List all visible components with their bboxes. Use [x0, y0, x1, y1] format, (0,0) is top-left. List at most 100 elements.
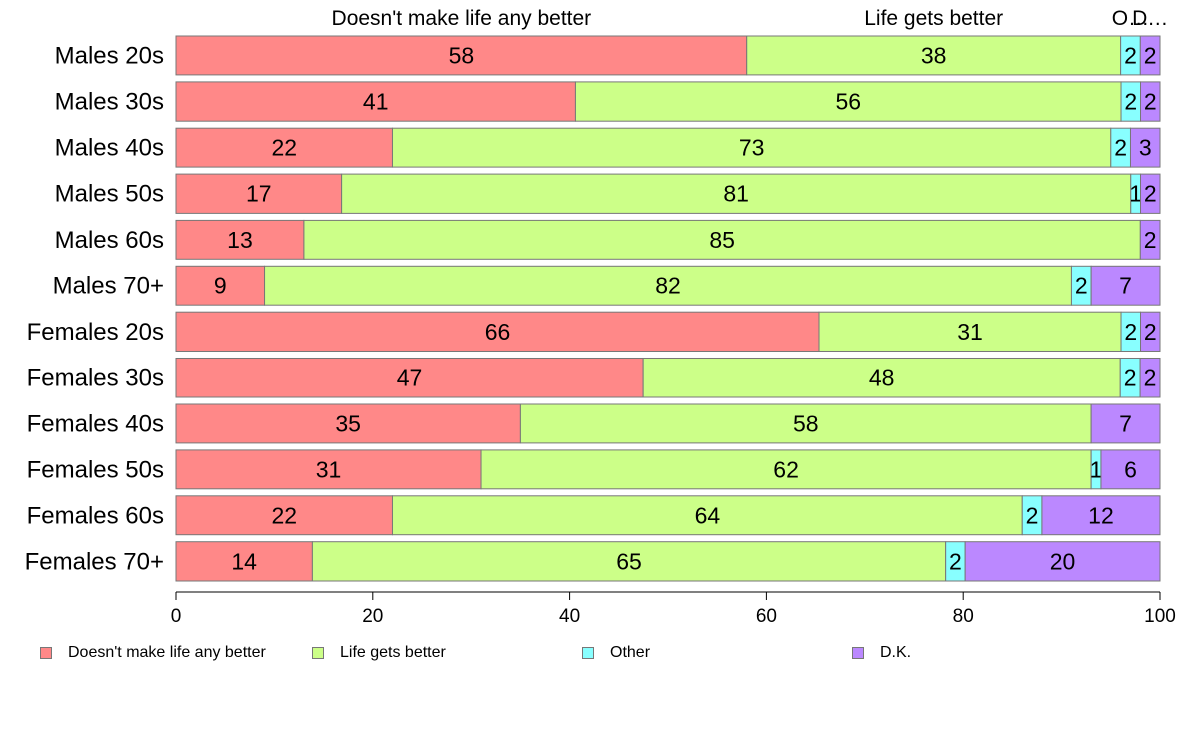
- data-label-males-50s-d-k: 2: [1144, 181, 1157, 207]
- row-label-females-70: Females 70+: [25, 548, 164, 575]
- x-tick-label-20: 20: [362, 606, 383, 627]
- data-label-males-30s-d-k: 2: [1144, 89, 1157, 115]
- legend-item-life-gets-better: Life gets better: [312, 644, 446, 662]
- bar-males-40s-doesn-t-make-life-any-better: [175, 127, 393, 168]
- data-label-males-40s-other: 2: [1114, 135, 1127, 161]
- data-label-females-20s-d-k: 2: [1144, 319, 1157, 345]
- data-label-females-30s-d-k: 2: [1144, 365, 1157, 391]
- bar-males-30s-d-k: [1140, 81, 1161, 122]
- data-label-males-20s-doesn-t-make-life-any-better: 58: [449, 42, 475, 68]
- row-label-females-60s: Females 60s: [27, 502, 164, 529]
- data-label-females-70-other: 2: [949, 548, 962, 574]
- data-label-females-50s-other: 1: [1090, 456, 1103, 482]
- bar-females-70-life-gets-better: [311, 541, 947, 582]
- data-label-males-30s-other: 2: [1124, 89, 1137, 115]
- data-label-males-20s-life-gets-better: 38: [921, 42, 947, 68]
- data-label-females-40s-doesn-t-make-life-any-better: 35: [335, 410, 361, 436]
- row-label-females-30s: Females 30s: [27, 365, 164, 392]
- data-label-females-50s-d-k: 6: [1124, 456, 1137, 482]
- bar-females-50s-d-k: [1100, 449, 1161, 490]
- bar-males-60s-life-gets-better: [303, 219, 1141, 260]
- legend-label-life-gets-better: Life gets better: [340, 644, 446, 661]
- legend-item-other: Other: [582, 644, 650, 662]
- legend-swatch-d-k: [852, 647, 864, 659]
- legend-swatch-life-gets-better: [312, 647, 324, 659]
- data-label-males-50s-doesn-t-make-life-any-better: 17: [246, 181, 272, 207]
- bar-males-60s-doesn-t-make-life-any-better: [175, 219, 305, 260]
- data-label-females-20s-life-gets-better: 31: [957, 319, 983, 345]
- row-label-females-20s: Females 20s: [27, 319, 164, 346]
- bar-females-30s-doesn-t-make-life-any-better: [175, 357, 644, 398]
- data-label-females-60s-d-k: 12: [1088, 502, 1114, 528]
- x-tick-label-0: 0: [171, 606, 182, 627]
- top-label-doesn-t-make-life-any-better: Doesn't make life any better: [332, 7, 592, 30]
- bar-males-30s-life-gets-better: [574, 81, 1122, 122]
- bar-females-40s-d-k: [1090, 403, 1161, 444]
- bar-females-20s-doesn-t-make-life-any-better: [175, 311, 820, 352]
- bar-males-70-life-gets-better: [264, 265, 1072, 306]
- x-tick-label-80: 80: [953, 606, 974, 627]
- data-label-males-70-d-k: 7: [1119, 273, 1132, 299]
- data-label-females-60s-doesn-t-make-life-any-better: 22: [271, 502, 297, 528]
- row-label-males-20s: Males 20s: [55, 42, 164, 69]
- bar-males-70-d-k: [1090, 265, 1161, 306]
- row-label-males-30s: Males 30s: [55, 89, 164, 116]
- legend-label-other: Other: [610, 644, 651, 661]
- bar-females-50s-life-gets-better: [480, 449, 1092, 490]
- data-label-males-20s-d-k: 2: [1144, 42, 1157, 68]
- data-label-females-40s-life-gets-better: 58: [793, 410, 819, 436]
- bar-males-70-doesn-t-make-life-any-better: [175, 265, 266, 306]
- row-label-males-60s: Males 60s: [55, 227, 164, 254]
- bar-females-60s-d-k: [1041, 495, 1161, 536]
- x-tick-label-100: 100: [1144, 606, 1176, 627]
- bar-males-50s-d-k: [1140, 173, 1161, 214]
- data-label-males-30s-life-gets-better: 56: [835, 89, 861, 115]
- data-label-females-50s-life-gets-better: 62: [773, 456, 799, 482]
- data-label-females-20s-doesn-t-make-life-any-better: 66: [485, 319, 511, 345]
- top-label-d-k: D…: [1132, 7, 1168, 30]
- bar-males-50s-life-gets-better: [341, 173, 1132, 214]
- bar-females-20s-d-k: [1140, 311, 1161, 352]
- legend-swatch-other: [582, 647, 594, 659]
- data-label-females-30s-other: 2: [1124, 365, 1137, 391]
- legend-swatch-doesn-t-make-life-any-better: [40, 647, 52, 659]
- data-label-females-40s-d-k: 7: [1119, 410, 1132, 436]
- mosaic-chart: Doesn't make life any better Life gets be…: [25, 7, 1176, 627]
- data-label-males-50s-other: 1: [1129, 181, 1142, 207]
- data-label-males-70-doesn-t-make-life-any-better: 9: [214, 273, 227, 299]
- bar-females-30s-life-gets-better: [642, 357, 1121, 398]
- x-tick-label-60: 60: [756, 606, 777, 627]
- bar-males-30s-doesn-t-make-life-any-better: [175, 81, 576, 122]
- data-label-females-20s-other: 2: [1124, 319, 1137, 345]
- data-label-females-70-doesn-t-make-life-any-better: 14: [231, 548, 257, 574]
- legend-label-d-k: D.K.: [880, 644, 912, 661]
- data-label-females-60s-life-gets-better: 64: [695, 502, 721, 528]
- data-label-females-60s-other: 2: [1026, 502, 1039, 528]
- bar-females-70-d-k: [964, 541, 1161, 582]
- x-tick-label-40: 40: [559, 606, 580, 627]
- bar-males-20s-d-k: [1139, 35, 1161, 76]
- data-label-males-40s-d-k: 3: [1139, 135, 1152, 161]
- row-label-males-40s: Males 40s: [55, 135, 164, 162]
- bar-males-20s-life-gets-better: [746, 35, 1122, 76]
- data-label-males-30s-doesn-t-make-life-any-better: 41: [363, 89, 389, 115]
- data-label-males-60s-doesn-t-make-life-any-better: 13: [227, 227, 253, 253]
- bar-females-70-doesn-t-make-life-any-better: [175, 541, 313, 582]
- top-label-life-gets-better: Life gets better: [864, 7, 1003, 30]
- row-label-females-50s: Females 50s: [27, 456, 164, 483]
- data-label-males-50s-life-gets-better: 81: [723, 181, 749, 207]
- bar-females-50s-doesn-t-make-life-any-better: [175, 449, 482, 490]
- data-label-females-50s-doesn-t-make-life-any-better: 31: [316, 456, 342, 482]
- data-label-females-70-life-gets-better: 65: [616, 548, 642, 574]
- data-label-males-60s-life-gets-better: 85: [709, 227, 735, 253]
- data-label-females-30s-doesn-t-make-life-any-better: 47: [397, 365, 423, 391]
- legend-item-doesn-t-make-life-any-better: Doesn't make life any better: [40, 644, 266, 662]
- top-label-other: O…: [1112, 7, 1149, 30]
- bar-males-60s-d-k: [1139, 219, 1161, 260]
- data-label-males-70-life-gets-better: 82: [655, 273, 681, 299]
- data-label-males-70-other: 2: [1075, 273, 1088, 299]
- bar-females-60s-life-gets-better: [391, 495, 1023, 536]
- data-label-females-70-d-k: 20: [1050, 548, 1076, 574]
- data-label-males-20s-other: 2: [1124, 42, 1137, 68]
- bar-females-60s-doesn-t-make-life-any-better: [175, 495, 393, 536]
